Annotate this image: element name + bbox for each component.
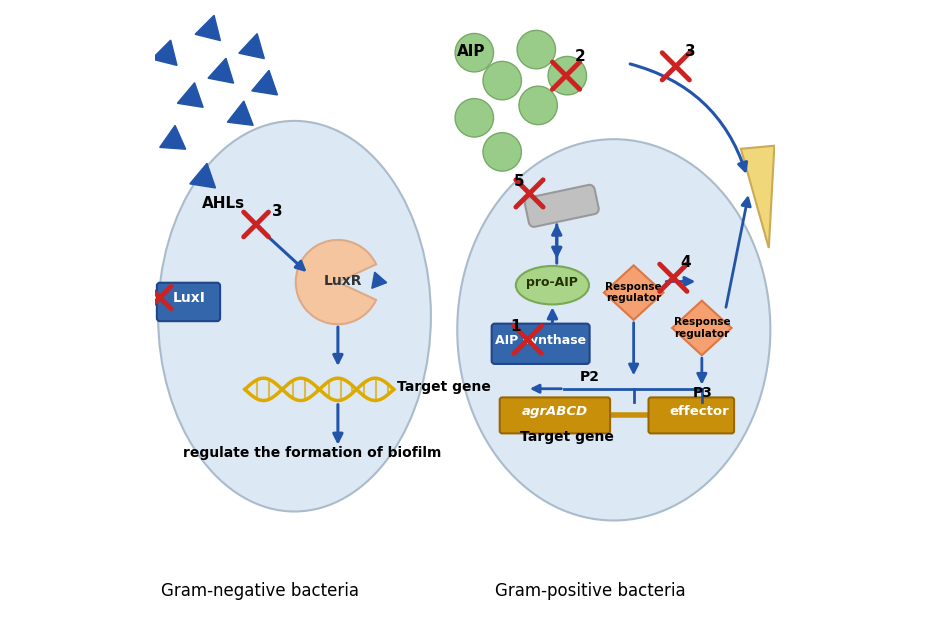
Ellipse shape	[458, 139, 770, 520]
Text: LuxI: LuxI	[173, 291, 206, 305]
Polygon shape	[178, 82, 203, 107]
Text: 3: 3	[685, 44, 696, 59]
Circle shape	[517, 30, 555, 69]
Polygon shape	[152, 40, 177, 65]
Text: P2: P2	[579, 370, 600, 384]
Text: Response
regulator: Response regulator	[673, 317, 730, 339]
Text: 1: 1	[511, 319, 521, 334]
Text: AIP: AIP	[457, 44, 485, 59]
FancyBboxPatch shape	[492, 324, 590, 364]
Text: pro-AIP: pro-AIP	[526, 277, 578, 290]
FancyBboxPatch shape	[648, 397, 734, 433]
Wedge shape	[296, 240, 376, 324]
Text: agrABCD: agrABCD	[522, 405, 588, 419]
Circle shape	[519, 86, 557, 125]
Text: Gram-negative bacteria: Gram-negative bacteria	[161, 582, 359, 600]
Text: LuxR: LuxR	[324, 274, 362, 288]
Circle shape	[455, 99, 494, 137]
Polygon shape	[160, 125, 186, 149]
Polygon shape	[252, 70, 277, 95]
Text: AIP synthase: AIP synthase	[495, 334, 586, 347]
Text: P3: P3	[693, 386, 713, 400]
Text: Gram-positive bacteria: Gram-positive bacteria	[495, 582, 685, 600]
Polygon shape	[227, 101, 253, 125]
Text: Target gene: Target gene	[521, 430, 614, 445]
Text: Response
regulator: Response regulator	[605, 282, 662, 303]
Polygon shape	[741, 146, 775, 248]
Polygon shape	[672, 301, 732, 355]
Text: AHLs: AHLs	[202, 196, 245, 211]
Circle shape	[483, 133, 522, 171]
Circle shape	[455, 33, 494, 72]
Text: effector: effector	[670, 405, 729, 419]
Polygon shape	[239, 33, 264, 59]
Ellipse shape	[516, 266, 589, 304]
Text: 3: 3	[272, 204, 282, 219]
FancyBboxPatch shape	[499, 397, 610, 433]
FancyBboxPatch shape	[157, 283, 220, 321]
Circle shape	[483, 61, 522, 100]
Polygon shape	[190, 163, 216, 188]
Text: 5: 5	[513, 174, 524, 189]
Polygon shape	[208, 58, 233, 83]
Ellipse shape	[158, 121, 431, 511]
Polygon shape	[525, 185, 599, 227]
Text: Target gene: Target gene	[397, 379, 491, 394]
Text: regulate the formation of biofilm: regulate the formation of biofilm	[183, 446, 441, 460]
Text: 4: 4	[681, 255, 691, 270]
Polygon shape	[604, 265, 663, 320]
Circle shape	[548, 56, 587, 95]
Text: 2: 2	[575, 50, 586, 64]
Polygon shape	[372, 272, 387, 288]
Polygon shape	[195, 16, 220, 40]
